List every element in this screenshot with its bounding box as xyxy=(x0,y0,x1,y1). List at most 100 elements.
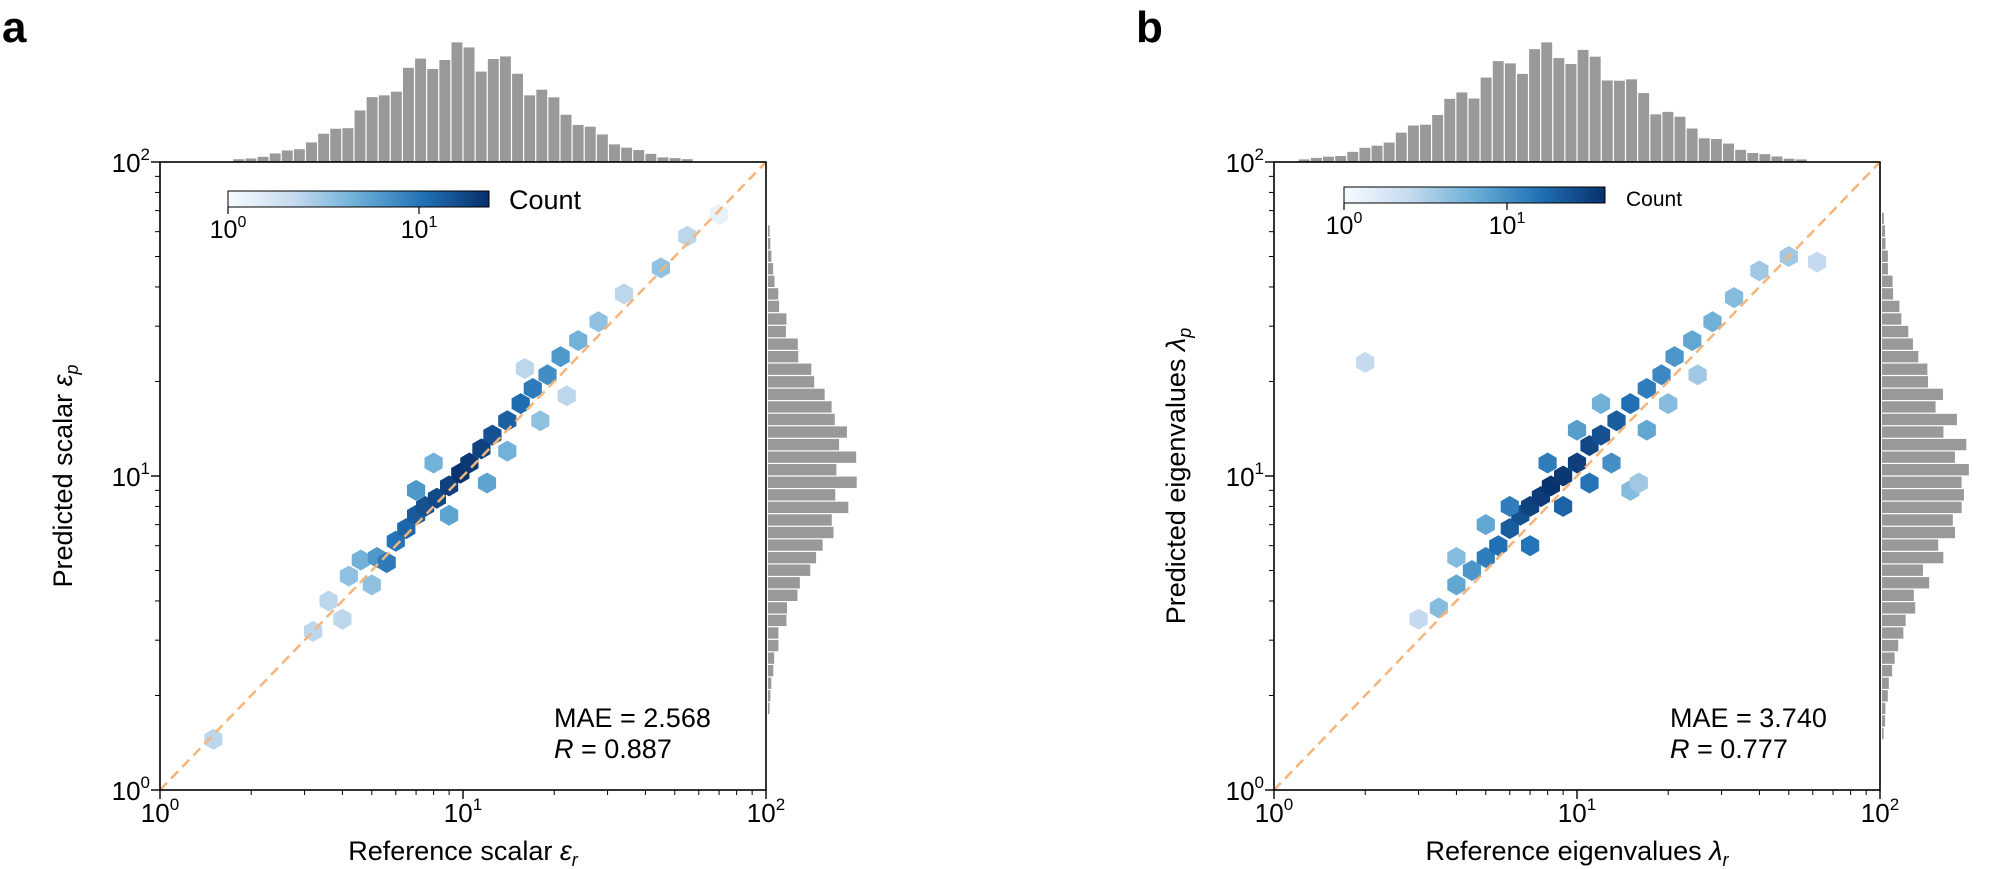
svg-text:101: 101 xyxy=(112,459,150,492)
hexbin-a-21 xyxy=(551,346,570,368)
hexbin-a-22 xyxy=(569,330,588,352)
x-hist-bar-a-13 xyxy=(318,133,330,162)
x-hist-bar-b-35 xyxy=(1698,138,1710,162)
x-marginal-histogram-a xyxy=(233,42,693,163)
x-hist-bar-b-7 xyxy=(1359,147,1371,162)
x-axis-label-b: Reference eigenvalues λr xyxy=(1426,836,1730,869)
hexbin-a-4 xyxy=(351,549,370,571)
x-hist-bar-a-29 xyxy=(512,73,523,162)
y-hist-bar-a-32 xyxy=(768,376,815,388)
colorbar-a: Count 100 101 xyxy=(210,185,582,244)
x-tick-exp-a-0: 0 xyxy=(170,795,179,814)
x-hist-bar-b-31 xyxy=(1650,114,1662,162)
hexbin-a-27 xyxy=(710,204,729,226)
x-hist-bar-a-27 xyxy=(487,59,499,162)
x-hist-bar-b-13 xyxy=(1432,115,1444,162)
y-hist-bar-a-24 xyxy=(768,476,857,488)
x-hist-bar-a-38 xyxy=(621,147,633,162)
hexbin-b-23 xyxy=(1725,287,1744,309)
y-tick-label-b-0: 100 xyxy=(1226,773,1264,806)
hexbin-b-6 xyxy=(1489,535,1508,557)
colorbar-tick-base-b-0: 10 xyxy=(1326,212,1354,240)
x-hist-bar-b-12 xyxy=(1420,124,1431,162)
y-hist-bar-b-18 xyxy=(1882,551,1944,564)
y-tick-base-b-2: 10 xyxy=(1226,148,1255,178)
hexbin-b-32 xyxy=(1602,452,1621,474)
y-hist-bar-b-11 xyxy=(1882,639,1899,652)
hexbin-b-4 xyxy=(1462,560,1481,581)
x-hist-bar-b-40 xyxy=(1759,154,1771,162)
hexbin-a-24 xyxy=(614,283,634,305)
x-hist-bar-a-21 xyxy=(415,58,427,162)
x-hist-bar-a-11 xyxy=(293,149,305,162)
y-hist-bar-a-41 xyxy=(768,263,774,275)
x-hist-bar-b-10 xyxy=(1395,132,1407,162)
y-hist-bar-b-6 xyxy=(1882,702,1886,715)
y-axis-label-a-sub: p xyxy=(62,365,82,376)
hexbin-b-22 xyxy=(1703,311,1722,333)
y-hist-bar-a-28 xyxy=(768,426,847,438)
y-hist-bar-a-38 xyxy=(768,300,780,313)
y-axis-label-a-symbol: ε xyxy=(48,373,78,386)
y-hist-bar-a-39 xyxy=(768,288,779,300)
y-hist-bar-a-13 xyxy=(768,614,787,627)
hexbin-b-19 xyxy=(1652,364,1671,386)
x-hist-bar-a-28 xyxy=(499,56,511,162)
x-tick-exp-b-2: 2 xyxy=(1890,795,1899,814)
y-hist-bar-b-32 xyxy=(1882,376,1929,388)
y-hist-bar-a-34 xyxy=(768,351,799,363)
x-hist-bar-b-9 xyxy=(1383,142,1395,162)
x-hist-bar-b-15 xyxy=(1456,92,1468,162)
y-hist-bar-a-10 xyxy=(768,652,775,664)
r-annotation-b: R = 0.777 xyxy=(1670,734,1788,764)
x-hist-bar-a-42 xyxy=(669,158,681,162)
hexbin-a-20 xyxy=(538,364,557,386)
x-tick-base-b-1: 10 xyxy=(1558,798,1587,828)
x-hist-bar-a-15 xyxy=(342,128,354,162)
x-hist-bar-a-7 xyxy=(245,158,257,162)
hexbin-b-26 xyxy=(1808,251,1827,273)
y-tick-base-b-1: 10 xyxy=(1226,462,1255,492)
hexbin-a-35 xyxy=(333,608,352,630)
hexbin-b-35 xyxy=(1447,547,1466,568)
colorbar-b: Count 100 101 xyxy=(1326,186,1682,240)
y-hist-bar-a-6 xyxy=(768,702,770,715)
x-axis-label-b-text: Reference eigenvalues xyxy=(1426,836,1710,866)
x-hist-bar-b-38 xyxy=(1735,149,1747,162)
hexbin-b-36 xyxy=(1637,419,1656,441)
colorbar-tick-label-a-1: 101 xyxy=(401,214,438,244)
hexbin-b-0 xyxy=(1356,351,1375,373)
y-tick-base-a-2: 10 xyxy=(112,148,141,178)
y-hist-bar-b-9 xyxy=(1882,665,1893,677)
panel-letter-b: b xyxy=(1136,3,1163,52)
y-hist-bar-b-5 xyxy=(1882,715,1886,727)
y-hist-bar-b-16 xyxy=(1882,577,1930,589)
y-hist-bar-b-22 xyxy=(1882,501,1962,514)
y-hist-bar-b-15 xyxy=(1882,589,1914,601)
y-hist-bar-b-43 xyxy=(1882,237,1886,250)
hexbin-a-33 xyxy=(531,410,550,432)
y-tick-label-b-2: 102 xyxy=(1226,145,1264,178)
hexbin-a-30 xyxy=(477,472,497,494)
hexbin-a-18 xyxy=(511,393,530,415)
x-hist-bar-a-32 xyxy=(548,97,560,162)
x-hist-bar-a-34 xyxy=(572,124,584,162)
x-hist-bar-b-20 xyxy=(1517,73,1528,162)
hexbin-b-41 xyxy=(1629,472,1648,494)
hexbin-a-37 xyxy=(515,358,534,379)
hexbin-a-34 xyxy=(362,574,381,596)
colorbar-tick-exp-a-1: 1 xyxy=(428,214,437,231)
y-tick-label-a-1: 101 xyxy=(112,459,150,492)
x-hist-bar-a-23 xyxy=(439,60,451,162)
hexbin-a-6 xyxy=(377,552,396,574)
colorbar-tick-exp-b-0: 0 xyxy=(1353,210,1362,227)
x-hist-bar-b-18 xyxy=(1492,61,1504,162)
x-hist-bar-b-30 xyxy=(1638,93,1650,162)
hexbin-a-31 xyxy=(424,452,443,474)
x-hist-bar-b-16 xyxy=(1468,98,1480,162)
hexbin-a-8 xyxy=(397,518,416,540)
reference-line-a xyxy=(159,161,767,791)
y-hist-bar-a-9 xyxy=(768,665,774,677)
x-hist-bar-a-19 xyxy=(390,91,402,162)
colorbar-tick-base-a-0: 10 xyxy=(210,216,238,244)
